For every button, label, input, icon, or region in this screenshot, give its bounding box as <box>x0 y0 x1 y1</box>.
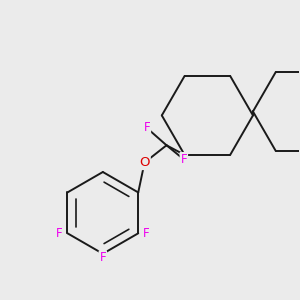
Text: F: F <box>143 227 149 240</box>
Text: O: O <box>139 156 150 169</box>
Text: F: F <box>56 227 63 240</box>
Text: F: F <box>100 251 106 264</box>
Text: F: F <box>181 153 187 166</box>
Text: F: F <box>144 122 150 134</box>
